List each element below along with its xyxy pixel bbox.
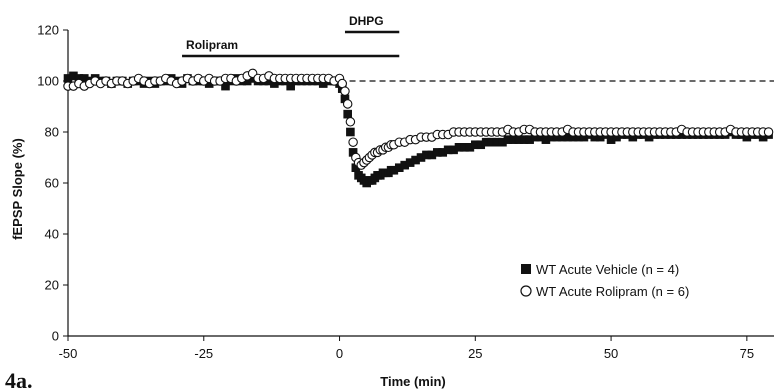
series-layer <box>63 68 774 188</box>
x-tick-label: 25 <box>468 346 482 361</box>
x-tick-label: 0 <box>336 346 343 361</box>
data-point <box>343 109 352 119</box>
x-tick-label: 75 <box>740 346 754 361</box>
treatment-bars: Rolipram DHPG <box>182 14 400 58</box>
x-tick-label: 50 <box>604 346 618 361</box>
y-tick-label: 120 <box>37 23 59 38</box>
data-point <box>345 117 356 127</box>
treatment-bar-label: DHPG <box>349 14 384 28</box>
legend: WT Acute Vehicle (n = 4) WT Acute Rolipra… <box>520 262 689 299</box>
x-tick-label: -25 <box>194 346 213 361</box>
y-tick-label: 100 <box>37 74 59 89</box>
legend-marker-circle <box>520 285 532 297</box>
y-tick-label: 0 <box>52 329 59 344</box>
y-axis-title: fEPSP Slope (%) <box>10 138 25 240</box>
treatment-bar-label: Rolipram <box>186 38 238 52</box>
data-point <box>763 127 774 137</box>
legend-entry: WT Acute Vehicle (n = 4) <box>536 262 679 277</box>
y-tick-label: 80 <box>45 125 59 140</box>
y-tick-label: 60 <box>45 176 59 191</box>
data-point <box>346 127 355 137</box>
legend-marker-square <box>521 264 531 274</box>
legend-entry: WT Acute Rolipram (n = 6) <box>536 284 689 299</box>
x-tick-label: -50 <box>59 346 78 361</box>
axes: 0 20 40 60 80 100 120 -50 -25 0 25 50 75 <box>37 23 774 361</box>
data-point <box>340 86 350 96</box>
x-axis-title: Time (min) <box>380 374 446 389</box>
data-point <box>342 99 353 109</box>
y-tick-label: 40 <box>45 227 59 242</box>
panel-label: 4a. <box>5 368 33 392</box>
series-2 <box>63 68 774 170</box>
data-point <box>348 137 358 147</box>
y-tick-label: 20 <box>45 278 59 293</box>
